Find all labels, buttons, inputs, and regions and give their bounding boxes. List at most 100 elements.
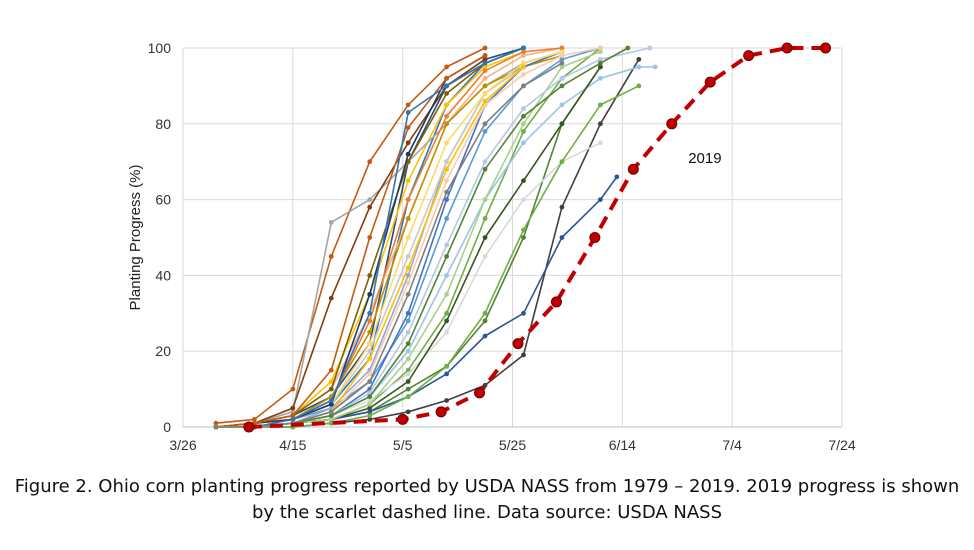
- data-point: [597, 75, 603, 81]
- data-point: [367, 379, 373, 384]
- series-line: [215, 47, 629, 428]
- data-point: [328, 417, 334, 422]
- data-point: [328, 398, 334, 403]
- data-point: [597, 45, 603, 51]
- data-point: [482, 197, 488, 203]
- data-point: [636, 56, 642, 62]
- data-point: [405, 273, 411, 278]
- data-point-2019: [243, 421, 255, 433]
- data-point-2019: [743, 50, 755, 62]
- x-tick-label: 7/4: [722, 437, 742, 453]
- data-point: [444, 91, 449, 96]
- data-point: [482, 128, 488, 134]
- data-point: [405, 379, 411, 384]
- data-point: [559, 159, 565, 165]
- data-point: [482, 68, 488, 74]
- data-point: [521, 49, 526, 55]
- data-point: [405, 341, 411, 347]
- data-point: [444, 363, 449, 369]
- data-point: [405, 310, 411, 316]
- data-point: [482, 235, 488, 240]
- data-point: [444, 242, 449, 248]
- data-point: [482, 60, 488, 66]
- data-point: [521, 352, 526, 358]
- data-point: [444, 371, 449, 377]
- data-point-2019: [704, 76, 716, 88]
- data-point: [636, 64, 642, 70]
- data-point: [521, 227, 526, 233]
- data-point: [367, 329, 373, 335]
- data-point: [559, 49, 565, 55]
- data-point: [444, 291, 449, 297]
- data-point: [290, 405, 296, 411]
- y-tick-label: 40: [155, 267, 171, 283]
- data-point: [482, 45, 488, 51]
- data-point: [636, 83, 642, 89]
- data-point: [367, 405, 373, 411]
- data-point: [521, 83, 526, 89]
- data-point-2019: [397, 413, 409, 425]
- data-point: [367, 273, 373, 278]
- data-point: [652, 64, 658, 70]
- data-point: [444, 166, 449, 172]
- data-point: [647, 45, 653, 51]
- data-point: [367, 409, 373, 415]
- data-point: [444, 254, 449, 259]
- data-point: [444, 216, 449, 221]
- data-point: [367, 318, 373, 324]
- y-tick-label: 60: [155, 192, 171, 208]
- series-line: [215, 85, 640, 428]
- y-axis-label: Planting Progress (%): [127, 165, 144, 311]
- series-line: [215, 58, 486, 428]
- data-point: [405, 178, 411, 184]
- data-point: [482, 53, 488, 58]
- x-tick-label: 5/5: [393, 437, 413, 453]
- data-point: [597, 60, 603, 66]
- data-point: [597, 140, 603, 146]
- data-point-2019: [589, 232, 601, 243]
- data-point: [367, 341, 373, 347]
- data-point: [521, 60, 526, 66]
- data-point: [328, 367, 334, 373]
- data-point: [213, 420, 219, 426]
- data-point: [405, 254, 411, 259]
- data-point: [482, 64, 488, 70]
- data-point: [482, 318, 488, 324]
- data-point: [405, 409, 411, 415]
- data-point: [405, 265, 411, 271]
- data-point: [559, 56, 565, 62]
- x-tick-label: 7/24: [828, 437, 855, 453]
- data-point: [559, 75, 565, 81]
- data-point: [444, 189, 449, 195]
- data-point: [444, 197, 449, 203]
- caption-line-1: Figure 2. Ohio corn planting progress re…: [14, 476, 960, 497]
- data-point: [482, 310, 488, 316]
- data-point: [405, 151, 411, 157]
- series-line: [215, 47, 486, 424]
- data-point: [405, 235, 411, 240]
- data-point-2019: [550, 296, 562, 308]
- data-point-2019: [666, 118, 678, 130]
- data-point: [367, 394, 373, 400]
- data-point: [444, 178, 449, 184]
- data-point: [290, 386, 296, 392]
- y-tick-label: 20: [155, 343, 171, 359]
- data-point: [367, 417, 373, 422]
- data-point: [328, 219, 334, 225]
- data-point-2019: [781, 42, 793, 54]
- data-point: [405, 197, 411, 203]
- data-point: [328, 295, 334, 301]
- data-point: [597, 197, 603, 203]
- data-point: [367, 356, 373, 362]
- data-point-2019: [474, 387, 486, 399]
- data-point: [559, 53, 565, 58]
- data-point: [482, 56, 488, 62]
- data-point: [367, 413, 373, 419]
- data-point: [521, 113, 526, 119]
- y-tick-label: 100: [148, 40, 172, 56]
- data-point-2019: [627, 163, 639, 175]
- data-point: [521, 106, 526, 112]
- data-point: [521, 235, 526, 240]
- data-point: [597, 102, 603, 108]
- data-point: [559, 235, 565, 240]
